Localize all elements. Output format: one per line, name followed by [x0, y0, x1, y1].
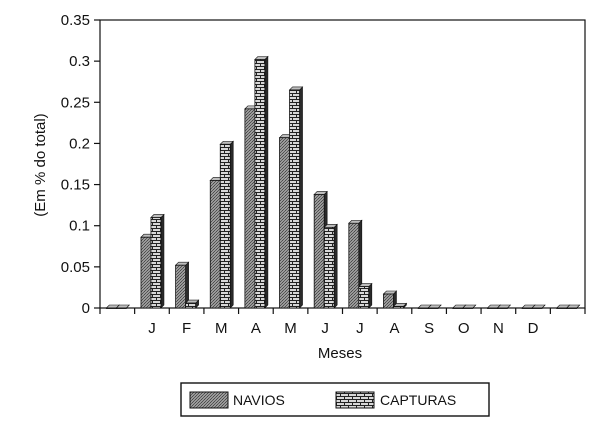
- y-tick-label: 0.25: [61, 94, 90, 111]
- bar-capturas: [496, 304, 512, 309]
- plot-frame: [99, 19, 586, 309]
- bar-capturas: [565, 304, 581, 309]
- bar-capturas: [531, 304, 546, 309]
- bar-capturas: [115, 304, 131, 309]
- x-tick-label: S: [424, 320, 434, 337]
- x-tick-label: N: [493, 320, 504, 337]
- legend-swatch-navios: [189, 391, 229, 409]
- y-axis-title: (Em % do total): [32, 113, 49, 216]
- x-tick-label: A: [389, 320, 399, 337]
- x-tick-label: J: [321, 320, 329, 337]
- x-tick-label: J: [148, 320, 156, 337]
- x-tick-label: M: [215, 320, 228, 337]
- bar-capturas: [462, 304, 477, 309]
- bar-navios: [174, 261, 190, 309]
- bar-capturas: [219, 140, 234, 309]
- x-tick-label: A: [251, 320, 261, 337]
- y-tick-label: 0.3: [69, 53, 90, 70]
- bar-capturas: [288, 86, 304, 309]
- legend-box: [180, 382, 490, 417]
- x-tick-label: O: [458, 320, 470, 337]
- x-tick-label: F: [182, 320, 191, 337]
- y-tick-label: 0: [82, 300, 90, 317]
- y-tick-label: 0.05: [61, 259, 90, 276]
- y-axis: 0 0.05 0.1 0.15 0.2 0.25 0.3 0.35: [61, 12, 100, 317]
- y-tick-label: 0.35: [61, 12, 90, 29]
- y-tick-label: 0.15: [61, 177, 90, 194]
- plot-area: [99, 19, 586, 309]
- legend-label-navios: NAVIOS: [233, 392, 285, 408]
- bar-capturas: [254, 55, 269, 309]
- bar-capturas: [427, 304, 442, 309]
- legend-label-capturas: CAPTURAS: [380, 392, 456, 408]
- y-tick-label: 0.2: [69, 135, 90, 152]
- x-tick-label: M: [284, 320, 297, 337]
- legend-swatch-capturas: [335, 391, 375, 409]
- bar-capturas: [184, 299, 200, 309]
- bar-capturas: [150, 213, 165, 309]
- x-axis-title: Meses: [318, 345, 362, 362]
- bar-capturas: [323, 223, 338, 309]
- bars: [105, 55, 581, 309]
- x-tick-label: J: [356, 320, 364, 337]
- bar-capturas: [358, 282, 373, 309]
- bar-capturas: [392, 302, 408, 309]
- x-tick-label: D: [528, 320, 539, 337]
- y-tick-label: 0.1: [69, 218, 90, 235]
- legend: NAVIOS CAPTURAS: [180, 382, 490, 417]
